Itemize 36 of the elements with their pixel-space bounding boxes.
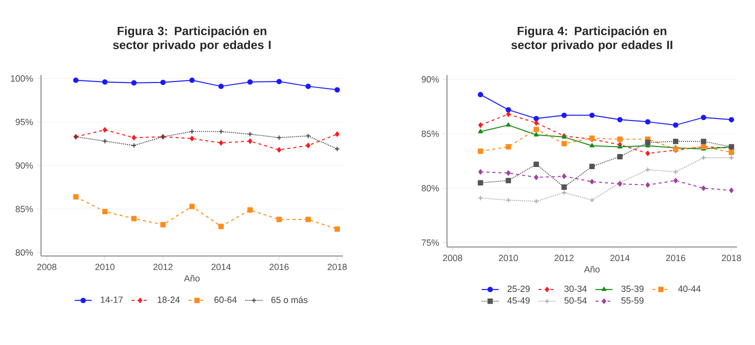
- x-axis-title: Año: [184, 274, 200, 282]
- legend-label: 55-59: [621, 297, 644, 304]
- x-tick-label: 2014: [610, 254, 630, 262]
- x-axis-title: Año: [584, 266, 600, 272]
- y-tick-label: 75%: [422, 239, 439, 246]
- y-tick-label: 80%: [422, 185, 439, 192]
- x-tick-label: 2016: [666, 254, 686, 262]
- legend-label: 65 o más: [271, 296, 308, 304]
- y-tick-label: 100%: [10, 75, 33, 82]
- x-tick-label: 2012: [153, 264, 172, 270]
- chart-title: Figura 3: Participación en sector privado por edades I: [113, 26, 271, 52]
- x-tick-label: 2010: [95, 264, 115, 270]
- legend-label: 30-34: [564, 286, 587, 292]
- x-tick-label: 2016: [270, 264, 289, 270]
- y-tick-label: 85%: [422, 130, 439, 137]
- y-tick-label: 85%: [16, 206, 33, 212]
- y-tick-label: 90%: [422, 76, 439, 83]
- x-tick-label: 2012: [554, 254, 574, 262]
- chart-title: Figura 4: Participación en sector privado por edades II: [511, 26, 672, 52]
- legend-label: 14-17: [100, 296, 123, 303]
- legend-label: 50-54: [564, 297, 587, 304]
- y-tick-label: 95%: [16, 118, 33, 126]
- x-tick-label: 2008: [443, 254, 462, 262]
- x-tick-label: 2014: [212, 264, 231, 270]
- legend-label: 60-64: [214, 296, 237, 303]
- x-tick-label: 2018: [328, 264, 347, 270]
- y-tick-label: 80%: [16, 249, 33, 256]
- legend-label: 18-24: [158, 296, 180, 303]
- legend-label: 25-29: [508, 286, 530, 292]
- legend-label: 40-44: [678, 286, 701, 292]
- x-tick-label: 2008: [37, 264, 56, 270]
- legend-label: 35-39: [621, 286, 644, 292]
- x-tick-label: 2010: [498, 254, 518, 262]
- legend-label: 45-49: [507, 297, 530, 304]
- y-tick-label: 90%: [16, 162, 33, 169]
- x-tick-label: 2018: [722, 254, 742, 262]
